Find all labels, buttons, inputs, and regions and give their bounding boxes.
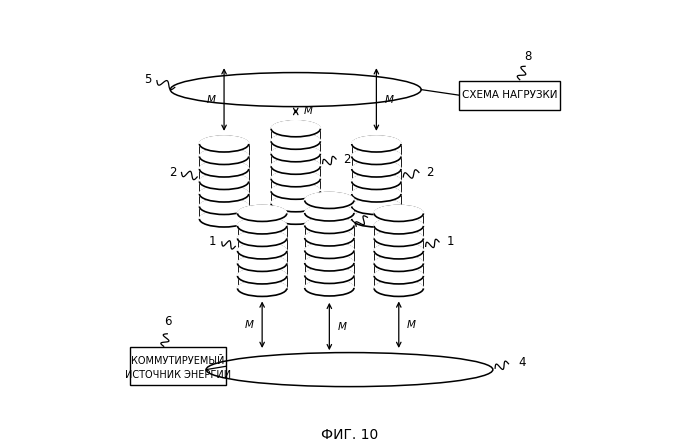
Ellipse shape	[305, 280, 354, 296]
Text: M: M	[407, 320, 416, 330]
Ellipse shape	[237, 243, 287, 259]
Ellipse shape	[271, 196, 321, 212]
Ellipse shape	[305, 242, 354, 258]
Text: 6: 6	[164, 315, 172, 328]
Ellipse shape	[271, 183, 321, 199]
Ellipse shape	[199, 186, 249, 202]
Ellipse shape	[352, 148, 401, 164]
Ellipse shape	[374, 268, 424, 284]
Ellipse shape	[199, 136, 249, 152]
Ellipse shape	[271, 171, 321, 187]
Ellipse shape	[374, 230, 424, 246]
Ellipse shape	[271, 158, 321, 174]
Text: 1: 1	[209, 235, 217, 249]
Ellipse shape	[374, 243, 424, 259]
Text: 1: 1	[375, 208, 382, 222]
Text: КОММУТИРУЕМЫЙ: КОММУТИРУЕМЫЙ	[131, 356, 225, 366]
Ellipse shape	[374, 205, 424, 221]
Ellipse shape	[352, 211, 401, 227]
Ellipse shape	[199, 148, 249, 164]
Ellipse shape	[237, 280, 287, 297]
Ellipse shape	[237, 218, 287, 234]
Ellipse shape	[374, 218, 424, 234]
Text: ИСТОЧНИК ЭНЕРГИИ: ИСТОЧНИК ЭНЕРГИИ	[125, 370, 231, 379]
Text: ФИГ. 10: ФИГ. 10	[321, 427, 378, 442]
Text: M: M	[384, 95, 394, 104]
Ellipse shape	[374, 280, 424, 297]
Ellipse shape	[305, 230, 354, 246]
Text: M: M	[245, 320, 254, 330]
Ellipse shape	[271, 208, 321, 224]
Ellipse shape	[271, 133, 321, 149]
Ellipse shape	[305, 205, 354, 221]
Text: 2: 2	[426, 166, 434, 179]
Ellipse shape	[271, 121, 321, 137]
Ellipse shape	[352, 186, 401, 202]
Text: 2: 2	[168, 166, 176, 179]
Ellipse shape	[237, 255, 287, 271]
Ellipse shape	[199, 211, 249, 227]
Ellipse shape	[271, 146, 321, 162]
Ellipse shape	[305, 255, 354, 271]
Ellipse shape	[305, 192, 354, 208]
Text: M: M	[304, 107, 313, 116]
Text: M: M	[207, 95, 216, 104]
Ellipse shape	[352, 173, 401, 190]
Ellipse shape	[237, 205, 287, 221]
Ellipse shape	[199, 173, 249, 190]
Text: 8: 8	[524, 50, 531, 63]
Text: СХЕМА НАГРУЗКИ: СХЕМА НАГРУЗКИ	[462, 90, 557, 100]
Ellipse shape	[352, 136, 401, 152]
Text: 2: 2	[343, 152, 351, 166]
Ellipse shape	[237, 230, 287, 246]
Text: M: M	[338, 322, 347, 332]
Ellipse shape	[352, 198, 401, 215]
Ellipse shape	[237, 268, 287, 284]
Ellipse shape	[199, 161, 249, 177]
Ellipse shape	[374, 255, 424, 271]
Ellipse shape	[305, 217, 354, 233]
Text: 1: 1	[447, 235, 454, 249]
Ellipse shape	[305, 267, 354, 284]
Ellipse shape	[199, 198, 249, 215]
Text: 5: 5	[144, 73, 152, 86]
Text: 4: 4	[518, 356, 526, 370]
Ellipse shape	[352, 161, 401, 177]
